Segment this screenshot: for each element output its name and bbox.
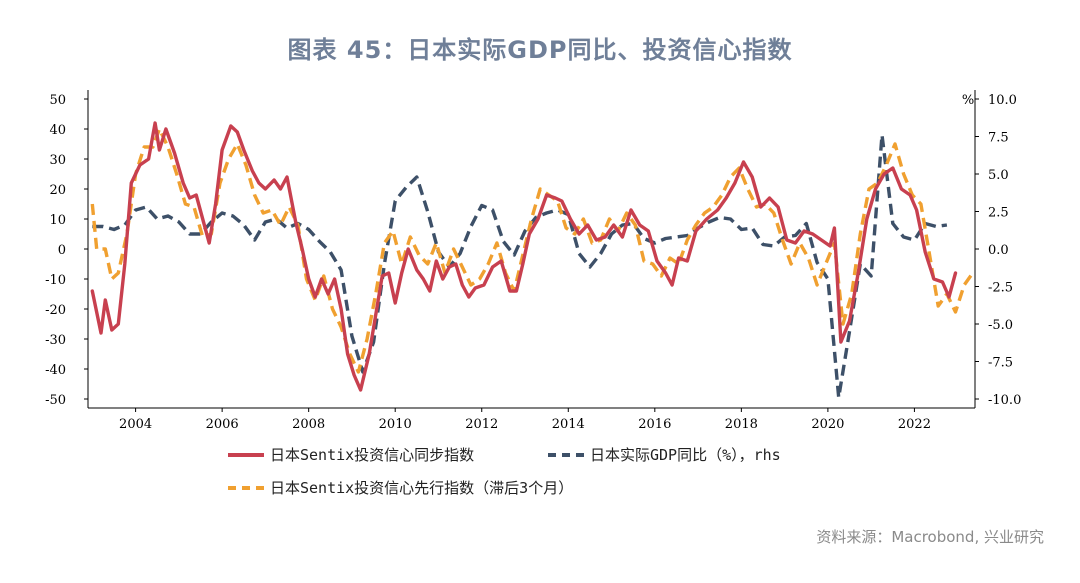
x-tick-label: 2010 [379,417,412,432]
x-tick-label: 2008 [292,417,325,432]
left-tick-label: -50 [45,393,66,408]
right-axis-unit: % [962,93,974,108]
legend-swatch-lead [228,485,264,490]
legend-item-sync: 日本Sentix投资信心同步指数 [228,444,474,465]
legend-label-lead: 日本Sentix投资信心先行指数（滞后3个月） [270,479,574,497]
legend-swatch-sync [228,452,264,457]
left-tick-label: 50 [49,93,66,108]
x-tick-label: 2014 [552,417,585,432]
right-tick-label: 7.5 [988,131,1009,146]
left-tick-label: 10 [49,213,66,228]
right-tick-label: -2.5 [988,281,1013,296]
x-tick-label: 2004 [119,417,152,432]
right-tick-label: 2.5 [988,206,1009,221]
right-tick-label: -5.0 [988,318,1013,333]
series-line-1 [92,133,948,400]
right-tick-label: 0.0 [988,243,1009,258]
left-tick-label: -40 [45,363,66,378]
chart-title: 图表 45：日本实际GDP同比、投资信心指数 [287,36,793,64]
left-tick-label: 0 [58,243,66,258]
left-tick-label: 40 [49,123,66,138]
source-note: 资料来源：Macrobond, 兴业研究 [816,528,1044,546]
legend-label-sync: 日本Sentix投资信心同步指数 [270,446,475,464]
x-tick-label: 2006 [206,417,239,432]
legend-label-gdp: 日本实际GDP同比（%），rhs [590,446,781,464]
x-tick-label: 2018 [725,417,758,432]
x-tick-label: 2016 [638,417,671,432]
right-tick-label: -7.5 [988,356,1013,371]
series-line-0 [90,121,958,392]
x-tick-label: 2012 [465,417,498,432]
plot-lines [90,121,975,400]
right-tick-label: -10.0 [988,393,1021,408]
left-tick-label: 30 [49,153,66,168]
right-tick-label: 10.0 [988,93,1017,108]
left-tick-label: -20 [45,303,66,318]
legend-item-gdp: 日本实际GDP同比（%），rhs [548,444,781,465]
right-tick-label: 5.0 [988,168,1009,183]
legend-item-lead: 日本Sentix投资信心先行指数（滞后3个月） [228,477,573,498]
legend-swatch-gdp [548,452,584,457]
axes: 50403020100-10-20-30-40-5010.07.55.02.50… [45,90,1021,432]
left-tick-label: -10 [45,273,66,288]
series-line-2 [90,127,975,374]
left-tick-label: 20 [49,183,66,198]
x-tick-label: 2020 [811,417,844,432]
left-tick-label: -30 [45,333,66,348]
x-tick-label: 2022 [898,417,931,432]
